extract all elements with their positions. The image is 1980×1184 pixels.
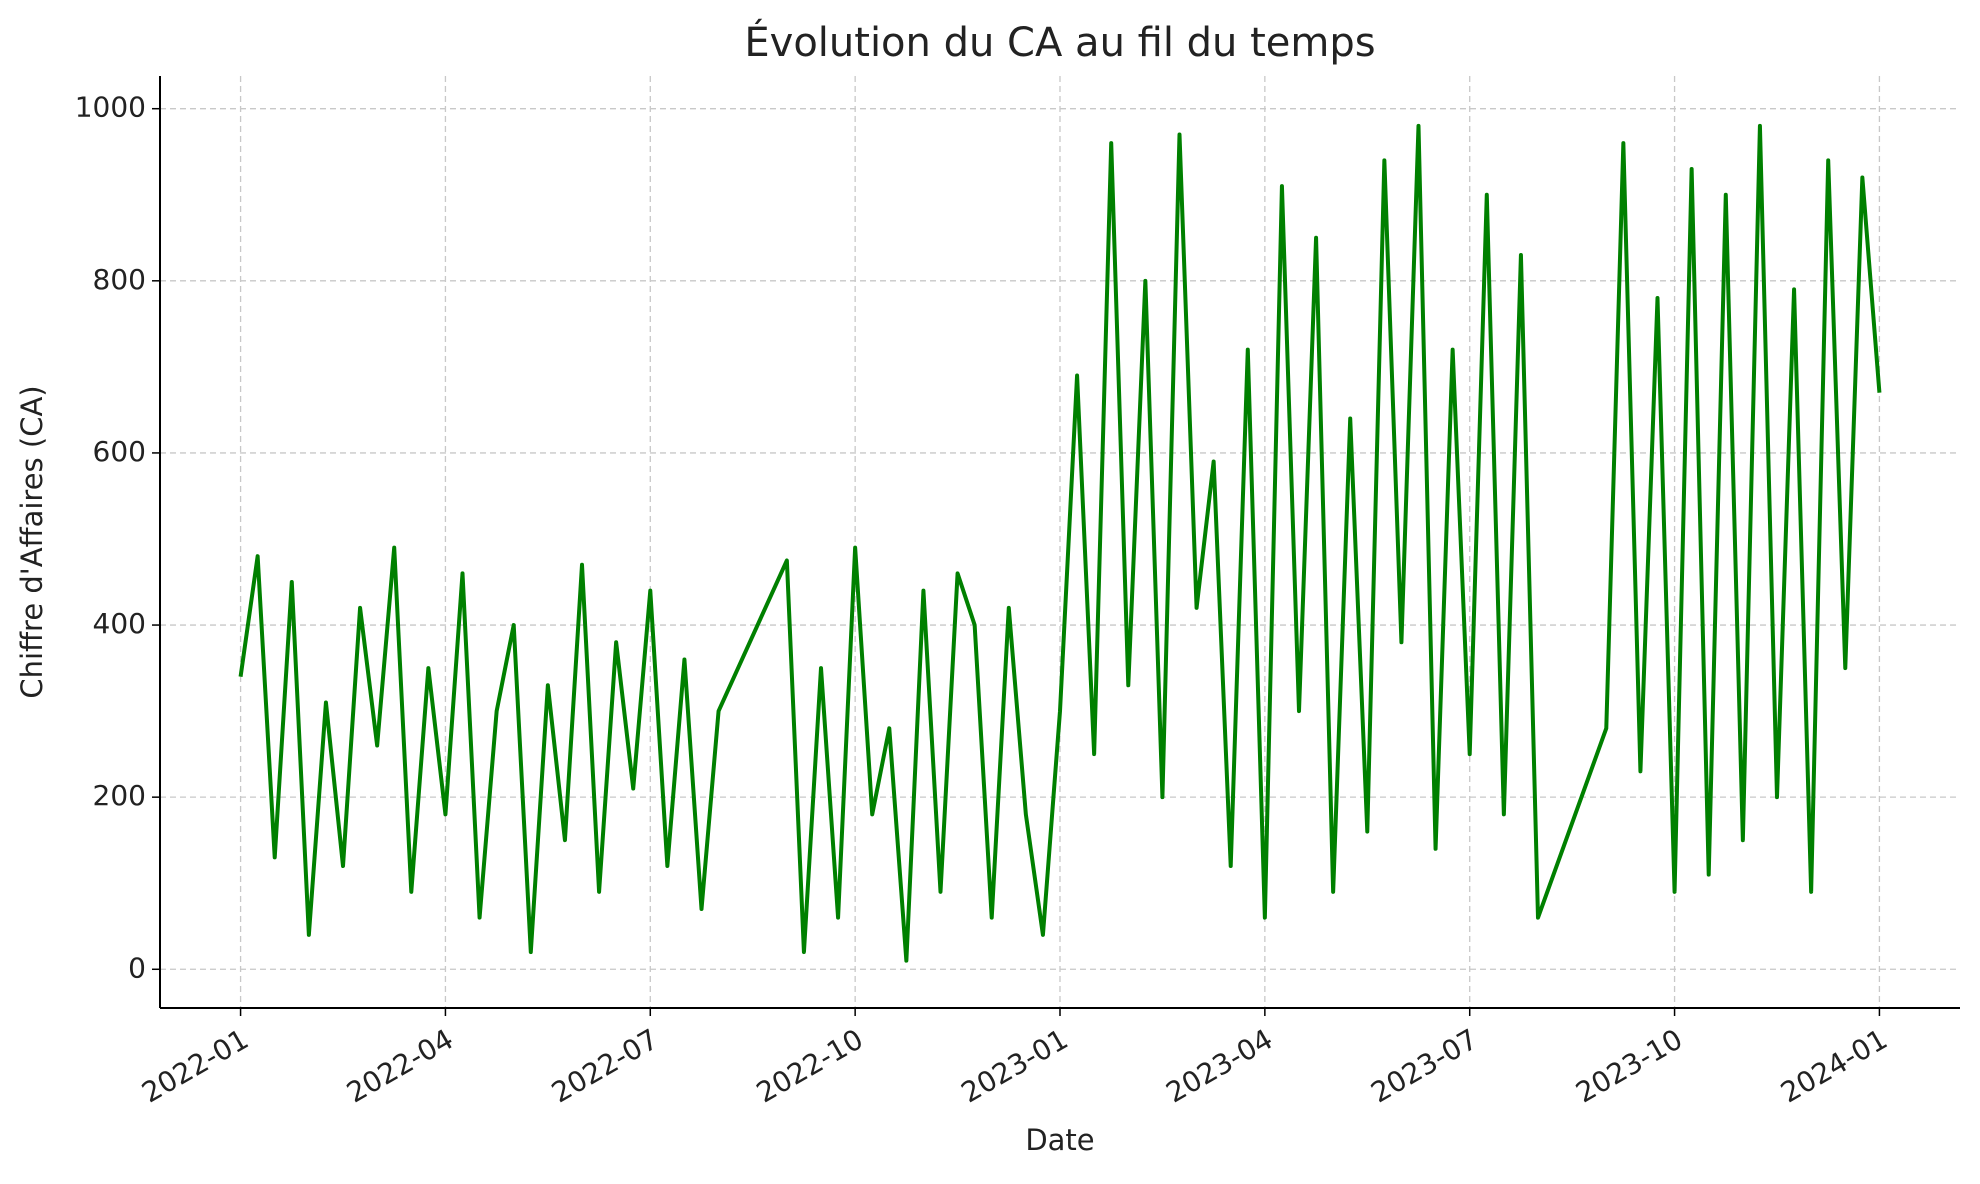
x-tick-label: 2022-10 bbox=[751, 1022, 869, 1109]
x-tick-label: 2022-01 bbox=[136, 1022, 254, 1109]
x-tick-label: 2022-04 bbox=[341, 1022, 459, 1109]
x-tick-label: 2023-10 bbox=[1570, 1022, 1688, 1109]
y-tick-label: 0 bbox=[128, 951, 146, 984]
y-tick-label: 1000 bbox=[75, 91, 146, 124]
x-tick-label: 2023-04 bbox=[1161, 1022, 1279, 1109]
x-tick-label: 2022-07 bbox=[546, 1022, 664, 1109]
data-line bbox=[238, 123, 1882, 963]
chart-title: Évolution du CA au fil du temps bbox=[744, 18, 1375, 66]
x-tick-label: 2023-07 bbox=[1365, 1022, 1483, 1109]
y-tick-label: 400 bbox=[93, 607, 146, 640]
x-tick-label: 2024-01 bbox=[1775, 1022, 1893, 1109]
y-tick-label: 200 bbox=[93, 779, 146, 812]
y-tick-label: 600 bbox=[93, 435, 146, 468]
x-tick-label: 2023-01 bbox=[956, 1022, 1074, 1109]
x-axis-label: Date bbox=[1025, 1123, 1094, 1157]
y-tick-label: 800 bbox=[93, 263, 146, 296]
y-axis-label: Chiffre d'Affaires (CA) bbox=[15, 385, 49, 698]
